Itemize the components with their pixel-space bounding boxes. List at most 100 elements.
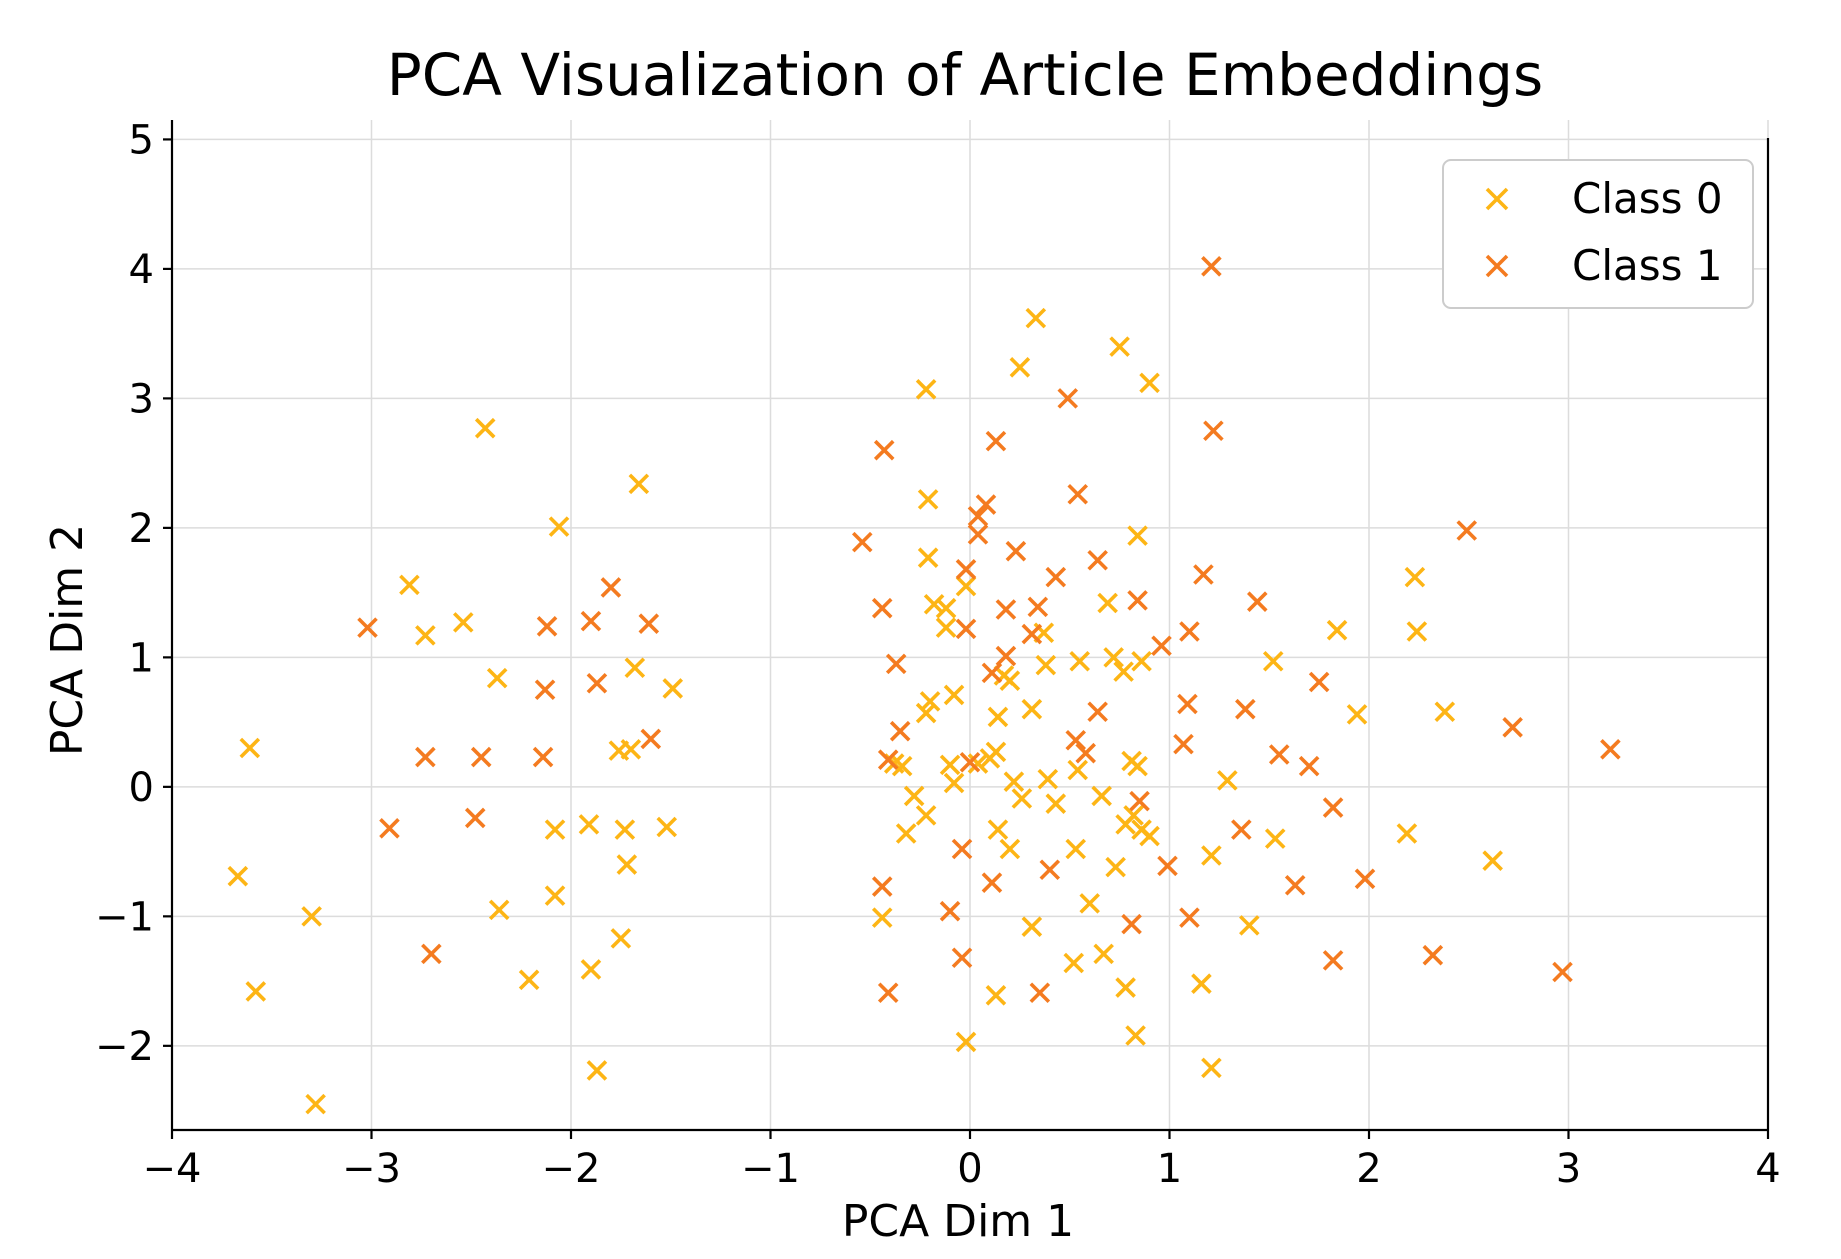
data-point-class-1 (995, 599, 1017, 620)
data-point-class-1 (951, 947, 973, 969)
data-point-class-0 (1063, 952, 1085, 974)
x-tick-label: −1 (741, 1146, 800, 1192)
data-point-class-1 (1231, 819, 1252, 840)
data-point-class-1 (586, 672, 608, 694)
data-point-class-0 (239, 737, 261, 759)
data-point-class-0 (1326, 619, 1348, 641)
data-point-class-1 (1179, 621, 1200, 642)
y-tick-label: 4 (129, 247, 154, 293)
data-point-class-0 (245, 981, 267, 1002)
data-point-class-1 (1354, 868, 1376, 890)
data-point-class-1 (1502, 717, 1523, 738)
data-point-class-0 (903, 785, 925, 807)
data-point-class-0 (488, 899, 510, 921)
data-point-class-1 (1027, 596, 1049, 618)
data-point-class-1 (1179, 907, 1200, 928)
data-point-class-0 (943, 772, 965, 794)
data-point-class-0 (955, 575, 977, 597)
data-point-class-0 (518, 969, 540, 991)
data-point-class-0 (919, 691, 941, 712)
data-point-class-1 (1322, 797, 1344, 818)
data-point-class-0 (1115, 977, 1136, 998)
data-point-class-0 (943, 684, 965, 706)
data-point-class-1 (1087, 701, 1108, 723)
data-point-class-0 (1069, 650, 1090, 672)
data-point-class-0 (1139, 825, 1160, 847)
data-point-class-0 (935, 597, 957, 619)
data-point-class-1 (357, 617, 378, 638)
data-point-class-0 (999, 838, 1021, 860)
legend-marker-class-0 (1485, 187, 1509, 211)
data-point-class-1 (1057, 388, 1079, 409)
data-point-class-1 (985, 430, 1007, 452)
data-point-class-1 (1087, 549, 1108, 571)
data-point-class-1 (975, 494, 997, 515)
data-point-class-1 (995, 645, 1017, 667)
data-point-class-1 (955, 618, 977, 640)
y-tick-label: 0 (129, 765, 154, 811)
data-point-class-1 (877, 749, 899, 770)
data-point-class-1 (640, 728, 662, 750)
data-point-class-0 (1021, 698, 1043, 720)
x-tick-label: −3 (342, 1146, 401, 1192)
chart-title: PCA Visualization of Article Embeddings (387, 41, 1543, 109)
legend-label-class-0: Class 0 (1572, 174, 1723, 223)
data-point-class-1 (1127, 590, 1148, 611)
data-point-class-1 (1600, 739, 1621, 760)
data-point-class-0 (1109, 336, 1130, 357)
data-point-class-0 (891, 755, 913, 777)
y-tick-label: 2 (129, 506, 154, 552)
data-point-class-0 (1035, 654, 1057, 676)
data-point-class-0 (628, 473, 650, 495)
scatter-points (227, 256, 1621, 1115)
tick-marks-and-labels: −4 −3 −2 −1 0 1 2 3 4 −2 −1 0 1 2 3 4 5 (95, 117, 1781, 1192)
y-tick-label: −1 (95, 894, 154, 940)
data-point-class-0 (452, 612, 474, 633)
data-point-class-1 (981, 662, 1003, 684)
data-point-class-1 (1235, 698, 1256, 720)
data-point-class-1 (1193, 564, 1214, 585)
y-tick-label: −2 (95, 1024, 154, 1070)
data-point-class-0 (620, 739, 642, 760)
y-tick-label: 5 (129, 117, 154, 163)
legend-box (1442, 159, 1754, 309)
data-point-class-0 (1201, 1057, 1222, 1079)
data-point-class-1 (1177, 693, 1198, 715)
data-point-class-0 (1264, 828, 1286, 849)
data-point-class-0 (662, 678, 684, 699)
data-point-class-0 (624, 657, 646, 679)
data-point-class-0 (955, 1031, 977, 1053)
data-point-class-0 (227, 865, 249, 887)
y-tick-label: 1 (129, 635, 154, 681)
data-point-class-0 (1065, 838, 1087, 860)
legend-x-class-0 (1485, 187, 1509, 211)
data-point-class-1 (464, 807, 486, 829)
data-point-class-1 (885, 653, 907, 675)
x-tick-label: 2 (1356, 1146, 1381, 1192)
legend-marker-class-1 (1485, 254, 1509, 278)
data-point-class-0 (1113, 661, 1134, 682)
data-point-class-0 (1045, 793, 1067, 814)
data-point-class-0 (1003, 771, 1025, 792)
data-point-class-1 (470, 746, 492, 768)
data-point-class-0 (656, 816, 678, 838)
data-point-class-0 (1115, 814, 1136, 835)
x-tick-label: −4 (143, 1146, 202, 1192)
data-point-class-0 (1009, 357, 1031, 378)
data-point-class-0 (1262, 650, 1284, 672)
data-point-class-0 (1025, 307, 1047, 329)
data-point-class-0 (544, 819, 566, 840)
legend-x-class-1 (1485, 254, 1509, 278)
data-point-class-1 (955, 559, 977, 580)
data-point-class-1 (379, 818, 400, 839)
data-point-class-0 (1482, 850, 1503, 871)
legend-label-class-1: Class 1 (1572, 241, 1723, 290)
data-point-class-1 (1173, 733, 1194, 755)
data-point-class-1 (1268, 744, 1290, 765)
x-tick-label: 1 (1157, 1146, 1182, 1192)
data-point-class-1 (851, 531, 873, 553)
data-point-class-0 (895, 823, 917, 844)
data-point-class-1 (967, 505, 989, 527)
data-point-class-0 (1217, 770, 1238, 791)
data-point-class-0 (305, 1093, 326, 1115)
